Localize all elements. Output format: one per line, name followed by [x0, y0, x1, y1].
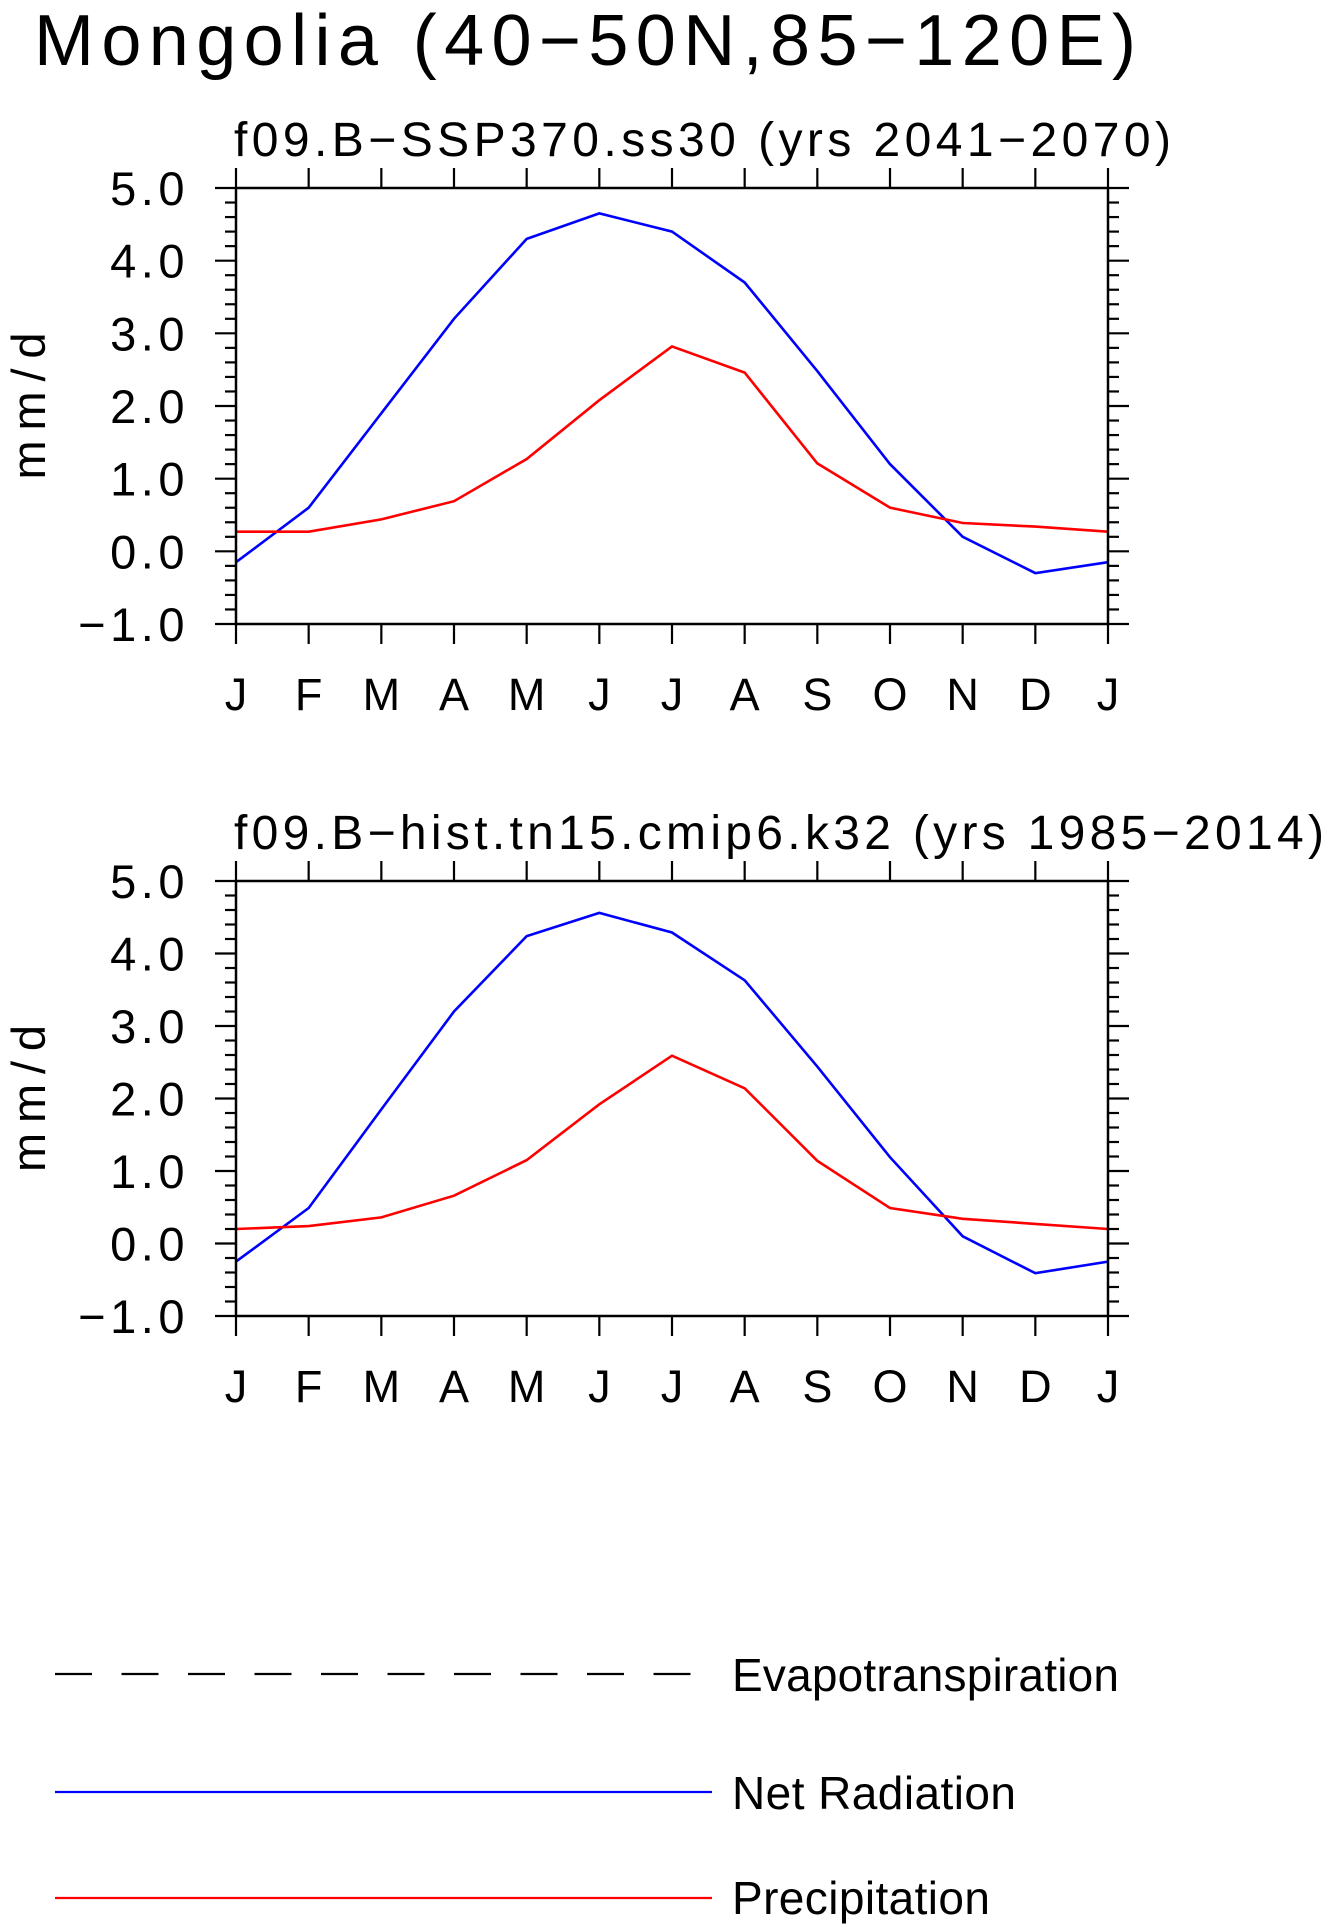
- x-tick-label: D: [1019, 1361, 1052, 1412]
- y-tick-label: 0.0: [110, 1218, 189, 1271]
- x-tick-label: M: [508, 1361, 546, 1412]
- series-line-net-radiation: [235, 212, 1109, 575]
- x-tick-label: O: [872, 669, 907, 720]
- y-tick-label: −1.0: [78, 598, 189, 651]
- y-tick-label: 5.0: [110, 162, 189, 215]
- x-tick-label: O: [872, 1361, 907, 1412]
- x-tick-label: A: [730, 669, 760, 720]
- legend-item-net-radiation: Net Radiation: [55, 1767, 1016, 1819]
- chart-title: f09.B−SSP370.ss30 (yrs 2041−2070): [234, 114, 1171, 167]
- x-tick-label: F: [295, 669, 323, 720]
- y-tick-label: 0.0: [110, 525, 189, 578]
- chart-title: f09.B−hist.tn15.cmip6.k32 (yrs 1985−2014…: [234, 807, 1324, 860]
- plot-frame: [234, 879, 1110, 1318]
- legend-label-net-radiation: Net Radiation: [732, 1767, 1016, 1819]
- x-tick-label: A: [439, 1361, 469, 1412]
- y-tick-label: −1.0: [78, 1290, 189, 1343]
- x-tick-label: D: [1019, 669, 1052, 720]
- x-tick-label: S: [802, 669, 832, 720]
- y-tick-label: 2.0: [110, 380, 189, 433]
- series-line-net-radiation: [235, 911, 1109, 1275]
- chart-panel-ssp370: f09.B−SSP370.ss30 (yrs 2041−2070) mm/d 5.0…: [2, 114, 1171, 720]
- series-line-precipitation: [235, 1054, 1109, 1231]
- y-tick-label: 3.0: [110, 307, 189, 360]
- x-tick-label: J: [1097, 669, 1120, 720]
- y-axis-label: mm/d: [2, 1025, 55, 1172]
- x-tick-label: J: [588, 1361, 611, 1412]
- y-tick-label: 3.0: [110, 1000, 189, 1053]
- x-tick-label: J: [225, 669, 248, 720]
- x-tick-label: N: [946, 669, 979, 720]
- legend-label-precipitation: Precipitation: [732, 1872, 990, 1924]
- x-tick-label: N: [946, 1361, 979, 1412]
- x-tick-label: J: [661, 669, 684, 720]
- x-tick-label: J: [588, 669, 611, 720]
- x-tick-label: J: [1097, 1361, 1120, 1412]
- legend-label-evapotranspiration: Evapotranspiration: [732, 1649, 1119, 1701]
- x-tick-label: F: [295, 1361, 323, 1412]
- legend-item-precipitation: Precipitation: [55, 1872, 990, 1924]
- page-title: Mongolia (40−50N,85−120E): [34, 1, 1136, 81]
- x-tick-label: M: [363, 669, 401, 720]
- x-tick-label: S: [802, 1361, 832, 1412]
- y-tick-label: 2.0: [110, 1073, 189, 1126]
- series-line-precipitation: [236, 344, 1109, 534]
- x-tick-label: J: [225, 1361, 248, 1412]
- y-tick-label: 4.0: [110, 928, 189, 981]
- y-axis-label: mm/d: [2, 333, 55, 480]
- x-tick-label: J: [661, 1361, 684, 1412]
- chart-panel-historical: f09.B−hist.tn15.cmip6.k32 (yrs 1985−2014…: [2, 807, 1324, 1412]
- x-tick-label: M: [363, 1361, 401, 1412]
- y-tick-label: 4.0: [110, 235, 189, 288]
- legend: Evapotranspiration Net Radiation Precipi…: [55, 1649, 1119, 1924]
- y-tick-label: 1.0: [110, 453, 189, 506]
- x-tick-label: A: [439, 669, 469, 720]
- y-tick-label: 5.0: [110, 855, 189, 908]
- legend-item-evapotranspiration: Evapotranspiration: [55, 1649, 1119, 1701]
- x-tick-label: A: [730, 1361, 760, 1412]
- y-tick-label: 1.0: [110, 1145, 189, 1198]
- x-tick-label: M: [508, 669, 546, 720]
- plot-frame: [234, 186, 1110, 626]
